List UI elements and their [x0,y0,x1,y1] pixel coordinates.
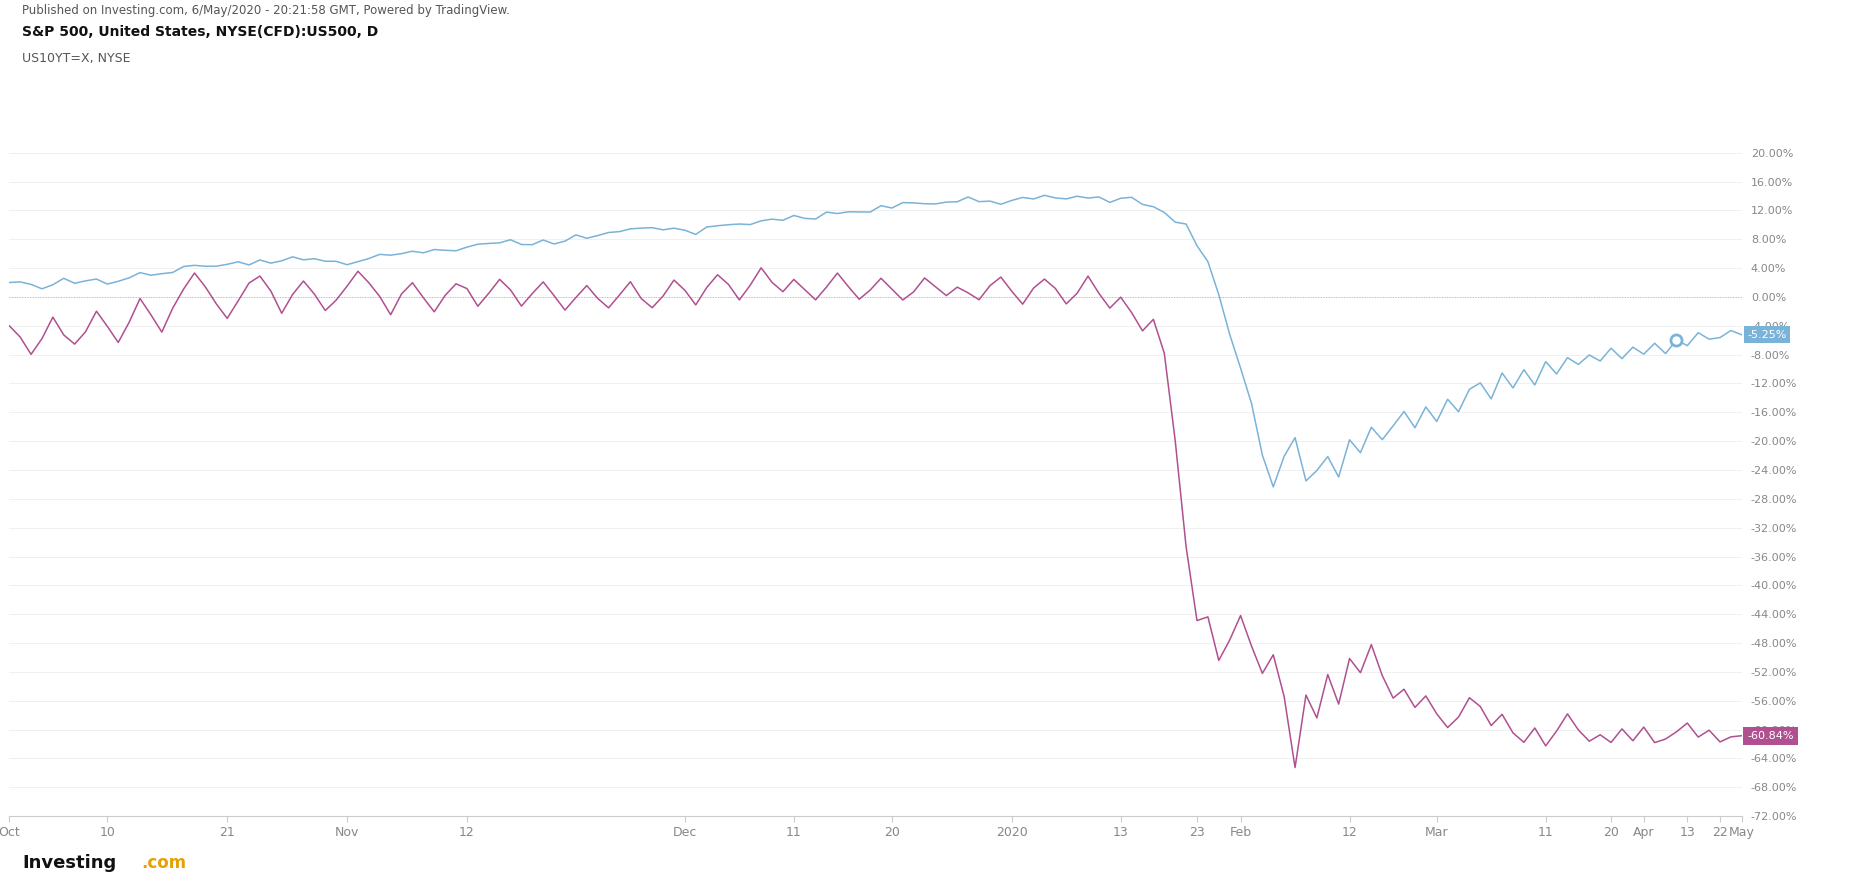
Text: Investing: Investing [22,855,117,872]
Text: -5.25%: -5.25% [1747,330,1786,340]
Text: -60.84%: -60.84% [1747,731,1794,740]
Text: US10YT=X, NYSE: US10YT=X, NYSE [22,52,132,65]
Text: .com: .com [141,855,185,872]
Text: Published on Investing.com, 6/May/2020 - 20:21:58 GMT, Powered by TradingView.: Published on Investing.com, 6/May/2020 -… [22,4,510,18]
Text: S&P 500, United States, NYSE(CFD):US500, D: S&P 500, United States, NYSE(CFD):US500,… [22,25,378,39]
